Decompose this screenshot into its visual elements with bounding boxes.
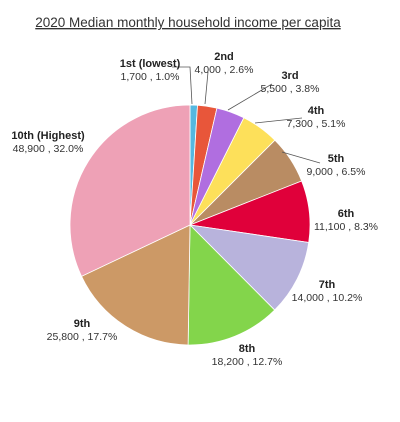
slice-label-name-2: 2nd (214, 51, 234, 63)
leader-lines (172, 66, 321, 164)
leader-line-5 (281, 151, 321, 164)
slice-label-value-3: 5,500 , 3.8% (261, 83, 320, 95)
pie-slice-9 (80, 224, 191, 346)
leader-line-4 (254, 117, 303, 124)
slice-label-name-7: 7th (319, 279, 336, 291)
leader-line-3 (227, 83, 273, 111)
slice-label-value-8: 18,200 , 12.7% (212, 356, 283, 368)
slice-label-name-9: 9th (74, 318, 91, 330)
pie-slice-7 (188, 224, 310, 311)
leader-line-2 (204, 71, 209, 105)
slice-label-name-3: 3rd (281, 70, 298, 82)
slice-label-value-4: 7,300 , 5.1% (287, 118, 346, 130)
slice-label-name-6: 6th (338, 208, 355, 220)
leader-line-1 (172, 66, 193, 105)
slice-label-value-6: 11,100 , 8.3% (314, 221, 378, 233)
slice-label-value-2: 4,000 , 2.6% (195, 64, 254, 76)
slice-label-value-1: 1,700 , 1.0% (121, 71, 180, 83)
chart-title: 2020 Median monthly household income per… (35, 15, 341, 30)
slice-label-name-10: 10th (Highest) (11, 130, 85, 142)
pie-slice-10 (69, 104, 191, 277)
slice-label-name-5: 5th (328, 153, 345, 165)
slice-label-name-1: 1st (lowest) (120, 58, 181, 70)
slice-label-value-9: 25,800 , 17.7% (47, 331, 118, 343)
slice-label-name-8: 8th (239, 343, 256, 355)
slice-label-value-7: 14,000 , 10.2% (292, 292, 363, 304)
slice-label-value-10: 48,900 , 32.0% (13, 143, 84, 155)
slice-label-name-4: 4th (308, 105, 325, 117)
pie-slices (69, 104, 311, 346)
pie-slice-8 (187, 224, 276, 346)
slice-label-value-5: 9,000 , 6.5% (307, 166, 366, 178)
